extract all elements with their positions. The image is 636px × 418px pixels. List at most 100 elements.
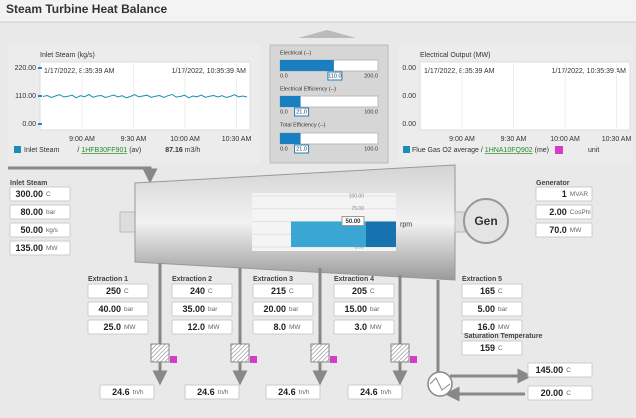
group-label: Inlet Steam: [10, 180, 47, 187]
value-box: [9, 204, 71, 220]
link-icon[interactable]: [250, 356, 257, 363]
gauge-min: 0.0: [280, 73, 288, 79]
unit: tn/h: [133, 389, 144, 396]
turbine-value: 50.00: [345, 219, 361, 225]
generator-label: Gen: [474, 214, 497, 228]
link-icon[interactable]: [170, 356, 177, 363]
legend-swatch: [14, 146, 21, 153]
value: 250: [106, 286, 121, 296]
value-box: [461, 301, 523, 317]
link-icon[interactable]: [410, 356, 417, 363]
value-box: [535, 186, 593, 202]
unit: C: [498, 288, 503, 295]
x-tick-label: 10:30 AM: [222, 136, 252, 143]
value: 5.00: [477, 304, 495, 314]
valve: [390, 343, 410, 363]
value: 24.6: [360, 387, 378, 397]
legend-tag[interactable]: 1HFB30FF901: [81, 147, 127, 154]
value-box: [535, 222, 593, 238]
group-label: Extraction 4: [334, 276, 374, 283]
inlet-arrow: [8, 166, 158, 184]
value-box: [171, 319, 233, 335]
value-box: [171, 301, 233, 317]
value-box: [527, 385, 593, 401]
value-box: [252, 283, 314, 299]
turbine-bar: [366, 221, 396, 247]
group-label: Saturation Temperature: [464, 333, 543, 340]
value: 20.00: [263, 304, 286, 314]
value-box: [87, 319, 149, 335]
x-tick-label: 10:30 AM: [602, 136, 632, 143]
trend-start: 1/17/2022, 8:35:39 AM: [424, 68, 495, 75]
legend-separator: /: [481, 147, 483, 154]
value: 300.00: [15, 189, 43, 199]
legend-tag[interactable]: 1HNA10FQ902: [485, 147, 533, 154]
unit: MW: [498, 324, 510, 331]
turbine-value-box: [341, 216, 365, 226]
unit: MW: [289, 324, 301, 331]
value: 50.00: [20, 225, 43, 235]
gauge-label: Electrical (--): [280, 50, 311, 56]
gauge-value: 21.0: [296, 146, 307, 152]
value: 15.00: [344, 304, 367, 314]
value: 12.0: [187, 322, 205, 332]
y-tick-label: 0.00: [402, 65, 416, 72]
y-tick-label: 0.00: [22, 121, 36, 128]
unit: C: [289, 288, 294, 295]
legend-name: Flue Gas O2 average: [412, 147, 479, 154]
value: 215: [271, 286, 286, 296]
unit: bar: [46, 209, 56, 216]
valve: [310, 343, 330, 363]
value-box: [265, 384, 321, 400]
unit: bar: [370, 306, 380, 313]
legend-separator: /: [77, 147, 79, 154]
link-icon[interactable]: [555, 146, 563, 154]
unit: C: [46, 191, 51, 198]
value: 240: [190, 286, 205, 296]
trend-end: 1/17/2022, 10:35:39 AM: [552, 68, 627, 75]
header-bar: [0, 0, 636, 22]
value: 2.00: [549, 207, 567, 217]
trend-title: Electrical Output (MW): [420, 52, 490, 59]
value: 80.00: [20, 207, 43, 217]
page-title: Steam Turbine Heat Balance: [6, 2, 167, 16]
link-icon[interactable]: [330, 356, 337, 363]
collapse-button[interactable]: [298, 30, 356, 38]
value: 20.00: [541, 388, 564, 398]
x-tick-label: 10:00 AM: [170, 136, 200, 143]
unit: C: [124, 288, 129, 295]
unit: MVAR: [570, 191, 589, 198]
unit: C: [566, 367, 571, 374]
value-box: [333, 283, 395, 299]
value: 135.00: [15, 243, 43, 253]
unit: C: [498, 345, 503, 352]
value-box: [535, 204, 593, 220]
group-label: Extraction 3: [253, 276, 293, 283]
group-label: Extraction 2: [172, 276, 212, 283]
x-tick-label: 9:00 AM: [69, 136, 95, 143]
unit: tn/h: [381, 389, 392, 396]
value: 1: [562, 189, 567, 199]
generator: [463, 198, 509, 244]
unit: C: [208, 288, 213, 295]
unit: tn/h: [299, 389, 310, 396]
x-tick-label: 10:00 AM: [550, 136, 580, 143]
gauge-fill: [280, 60, 334, 71]
value: 40.00: [98, 304, 121, 314]
group-label: Generator: [536, 180, 570, 187]
value-box: [252, 319, 314, 335]
unit: CosPhi: [570, 209, 591, 216]
legend-value: 87.16: [165, 147, 183, 154]
value: 205: [352, 286, 367, 296]
gauge-max: 100.0: [364, 146, 378, 152]
value-box: [333, 319, 395, 335]
x-tick-label: 9:00 AM: [449, 136, 475, 143]
valve: [150, 343, 170, 363]
legend-name: Inlet Steam: [24, 147, 60, 154]
legend-suffix: (me): [535, 147, 549, 154]
value-box: [347, 384, 403, 400]
trend-start: 1/17/2022, 8:35:39 AM: [44, 68, 115, 75]
value-box: [9, 240, 71, 256]
unit: MW: [370, 324, 382, 331]
gauge-min: 0.0: [280, 109, 288, 115]
